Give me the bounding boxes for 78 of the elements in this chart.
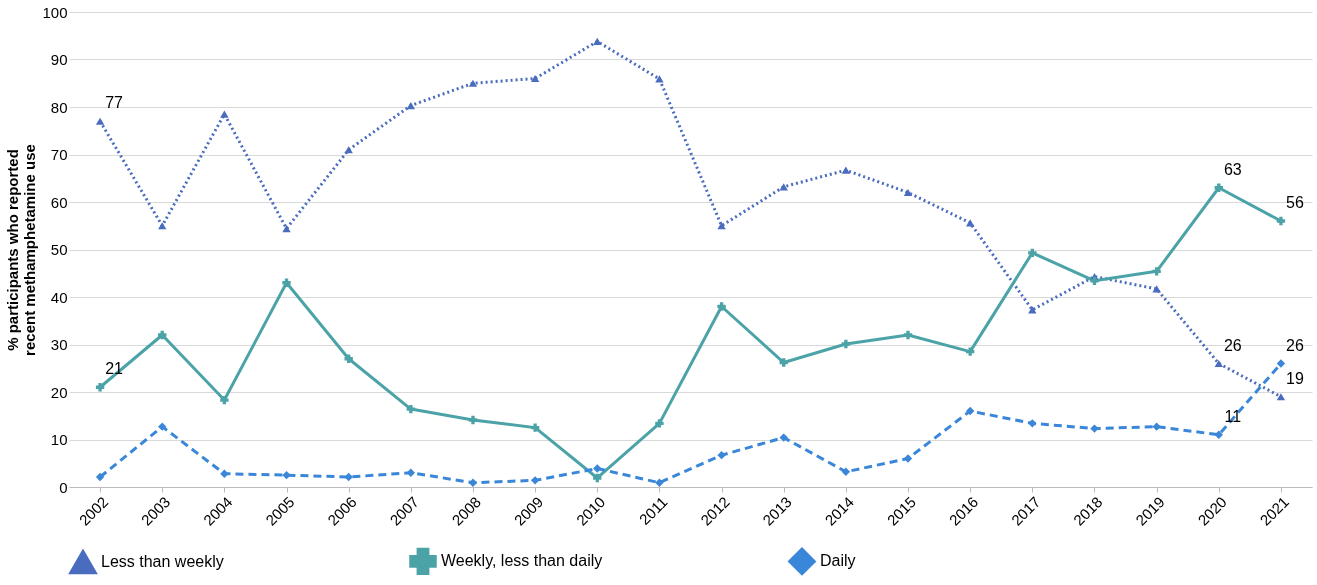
point	[1152, 422, 1161, 431]
y-tick-label: 0	[59, 478, 68, 496]
point	[593, 473, 602, 483]
y-tick-label: 60	[50, 193, 68, 211]
point	[468, 478, 478, 487]
point	[468, 415, 478, 425]
point	[1090, 276, 1099, 286]
point	[406, 468, 416, 477]
point	[903, 454, 913, 463]
y-tick-label: 100	[42, 3, 68, 21]
point	[158, 422, 167, 431]
point	[1214, 359, 1223, 368]
data-label: 21	[105, 360, 124, 378]
point	[1152, 285, 1161, 293]
data-label: 26	[1223, 336, 1242, 354]
point	[779, 358, 788, 367]
data-label: 19	[1286, 369, 1304, 387]
point	[903, 330, 913, 340]
y-tick-label: 50	[50, 241, 68, 258]
legend-label: Weekly, less than daily	[441, 552, 603, 570]
point	[903, 188, 913, 197]
point	[1152, 267, 1161, 276]
point	[655, 478, 664, 487]
point	[282, 224, 291, 233]
point	[655, 419, 664, 428]
point	[841, 339, 851, 349]
data-label: 77	[105, 94, 124, 112]
point	[530, 476, 540, 485]
y-tick-label: 90	[50, 51, 68, 68]
y-tick-label: 10	[50, 431, 68, 448]
point	[95, 383, 105, 392]
data-label: 11	[1224, 407, 1242, 425]
y-tick-label: 20	[50, 383, 68, 401]
point	[344, 146, 353, 154]
point	[655, 75, 664, 83]
data-label: 56	[1286, 194, 1304, 211]
point	[1028, 248, 1037, 258]
point	[965, 406, 975, 416]
point	[1276, 393, 1286, 401]
point	[717, 450, 726, 460]
legend-label: Daily	[820, 552, 856, 570]
point	[220, 469, 229, 478]
point	[779, 433, 788, 442]
y-tick-label: 80	[50, 98, 68, 116]
point	[1276, 359, 1286, 368]
point	[1214, 430, 1223, 439]
point	[593, 464, 602, 473]
point	[841, 166, 851, 174]
point	[965, 347, 975, 356]
point	[468, 79, 478, 87]
point	[344, 354, 353, 363]
point	[530, 423, 540, 432]
y-tick-label: 40	[50, 288, 68, 306]
y-tick-label: 30	[50, 336, 68, 353]
point	[220, 110, 229, 118]
point	[593, 37, 602, 46]
point	[1028, 419, 1037, 428]
point	[406, 404, 416, 414]
point	[1276, 216, 1286, 226]
y-axis-title: % participants who reported recent methamphetamine use	[4, 144, 39, 356]
point	[344, 472, 353, 482]
point	[95, 117, 105, 125]
data-label: 63	[1223, 160, 1242, 178]
point	[530, 74, 540, 83]
point	[717, 302, 726, 311]
point	[717, 222, 726, 230]
point	[95, 472, 105, 482]
point	[965, 219, 975, 227]
point	[282, 470, 291, 480]
point	[406, 101, 416, 110]
point	[841, 467, 851, 476]
y-tick-label: 70	[50, 146, 68, 163]
data-label: 26	[1286, 336, 1304, 354]
point	[220, 395, 229, 405]
point	[158, 222, 167, 230]
point	[158, 330, 167, 340]
legend-label: Less than weekly	[101, 553, 224, 571]
point	[282, 278, 291, 287]
